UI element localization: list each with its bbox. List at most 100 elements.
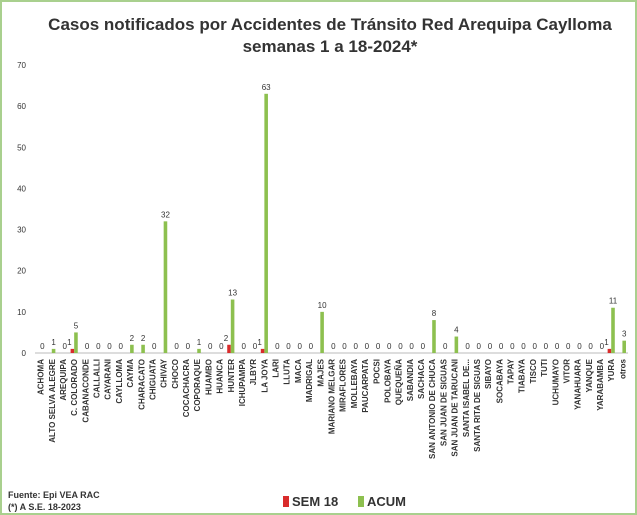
note: Fuente: Epi VEA RAC xyxy=(8,490,100,500)
bar xyxy=(197,348,201,353)
value-label: 0 xyxy=(477,342,482,351)
value-label: 8 xyxy=(432,309,437,318)
x-tick-label: POCSI xyxy=(372,359,381,384)
x-tick-label: AREQUIPA xyxy=(59,359,68,401)
bar xyxy=(454,336,459,353)
value-label: 0 xyxy=(544,342,549,351)
x-tick-label: QUEQUEÑA xyxy=(395,359,404,405)
x-tick-label: POLOBAYA xyxy=(383,359,392,403)
value-label: 11 xyxy=(609,297,618,306)
x-tick-label: TIABAYA xyxy=(518,359,527,393)
chart-subtitle: semanas 1 a 18-2024* xyxy=(243,37,418,56)
x-tick-label: YANQUE xyxy=(585,358,594,392)
value-label: 0 xyxy=(107,342,112,351)
value-label: 2 xyxy=(130,334,135,343)
value-label: 1 xyxy=(197,338,202,347)
x-tick-label: ICHUPAMPA xyxy=(238,359,247,406)
x-tick-label: otros xyxy=(618,358,627,379)
x-tick-label: SABANDIA xyxy=(406,359,415,401)
x-tick-label: SAN JUAN DE SIGUAS xyxy=(439,358,448,446)
x-tick-label: SOCABAYA xyxy=(495,359,504,404)
value-label: 0 xyxy=(521,342,526,351)
value-label: 0 xyxy=(286,342,291,351)
note: (*) A S.E. 18-2023 xyxy=(8,502,81,512)
x-tick-label: CAYMA xyxy=(126,359,135,388)
value-label: 0 xyxy=(297,342,302,351)
value-label: 3 xyxy=(622,330,627,339)
value-label: 0 xyxy=(174,342,179,351)
bar xyxy=(622,340,626,353)
value-label: 0 xyxy=(588,342,593,351)
x-tick-label: YURA xyxy=(607,359,616,382)
y-tick-label: 40 xyxy=(17,184,26,193)
value-label: 0 xyxy=(309,342,314,351)
value-label: 4 xyxy=(454,326,459,335)
x-tick-label: SAN JUAN DE TARUCANI xyxy=(451,359,460,457)
x-tick-label: CABANACONDE xyxy=(81,358,90,422)
value-label: 0 xyxy=(387,342,392,351)
chart-title: Casos notificados por Accidentes de Trán… xyxy=(48,15,612,34)
value-label: 0 xyxy=(96,342,101,351)
value-label: 0 xyxy=(63,342,68,351)
x-tick-label: CAYARANI xyxy=(104,359,113,400)
x-tick-label: UCHUMAYO xyxy=(551,359,560,405)
legend-swatch xyxy=(283,496,289,507)
value-label: 0 xyxy=(566,342,571,351)
value-label: 0 xyxy=(499,342,504,351)
x-tick-label: HUNTER xyxy=(227,359,236,393)
x-tick-label: SAN ANTONIO DE CHUCA xyxy=(428,359,437,459)
x-tick-label: C. COLORADO xyxy=(70,359,79,416)
value-label: 0 xyxy=(398,342,403,351)
x-tick-label: ALTO SELVA ALEGRE xyxy=(48,358,57,442)
value-label: 0 xyxy=(577,342,582,351)
x-tick-label: LA JOYA xyxy=(260,359,269,393)
x-tick-label: SANTA ISABEL DE... xyxy=(462,359,471,437)
x-tick-label: VITOR xyxy=(562,359,571,384)
y-tick-label: 70 xyxy=(17,61,26,70)
value-label: 0 xyxy=(152,342,157,351)
x-tick-label: COPORAQUE xyxy=(193,358,202,411)
value-label: 0 xyxy=(85,342,90,351)
value-label: 0 xyxy=(275,342,280,351)
value-label: 0 xyxy=(409,342,414,351)
value-label: 0 xyxy=(600,342,605,351)
x-tick-label: TISCO xyxy=(529,359,538,383)
bar xyxy=(260,348,265,353)
x-tick-label: ACHOMA xyxy=(37,359,46,395)
value-label: 0 xyxy=(242,342,247,351)
bar xyxy=(607,348,612,353)
bar xyxy=(264,93,268,354)
legend-swatch xyxy=(358,496,364,507)
value-label: 0 xyxy=(40,342,45,351)
value-label: 10 xyxy=(318,301,327,310)
x-tick-label: CAYLLOMA xyxy=(115,359,124,404)
x-tick-label: HUANCA xyxy=(216,359,225,394)
value-label: 0 xyxy=(532,342,537,351)
value-label: 0 xyxy=(186,342,191,351)
bar xyxy=(611,307,615,353)
x-tick-label: MAJES xyxy=(316,358,325,386)
value-label: 1 xyxy=(604,338,609,347)
x-tick-label: SANTA RITA DE SIGUAS xyxy=(473,358,482,452)
x-tick-label: MIRAFLORES xyxy=(339,358,348,412)
x-tick-label: MOLLEBAYA xyxy=(350,359,359,408)
value-label: 0 xyxy=(342,342,347,351)
value-label: 0 xyxy=(421,342,426,351)
value-label: 2 xyxy=(224,334,229,343)
value-label: 0 xyxy=(465,342,470,351)
y-tick-label: 0 xyxy=(22,349,27,358)
x-tick-label: MACA xyxy=(294,359,303,383)
y-tick-label: 30 xyxy=(17,226,26,235)
x-tick-label: SIBAYO xyxy=(484,359,493,389)
bar xyxy=(74,332,78,353)
bar xyxy=(230,299,235,353)
value-label: 0 xyxy=(510,342,515,351)
value-label: 0 xyxy=(253,342,258,351)
legend-label: SEM 18 xyxy=(292,494,338,509)
value-label: 63 xyxy=(262,83,271,92)
x-tick-label: CALLALLI xyxy=(93,359,102,398)
x-tick-label: LARI xyxy=(272,359,281,378)
value-label: 0 xyxy=(118,342,123,351)
y-tick-label: 60 xyxy=(17,102,26,111)
value-label: 32 xyxy=(161,210,170,219)
